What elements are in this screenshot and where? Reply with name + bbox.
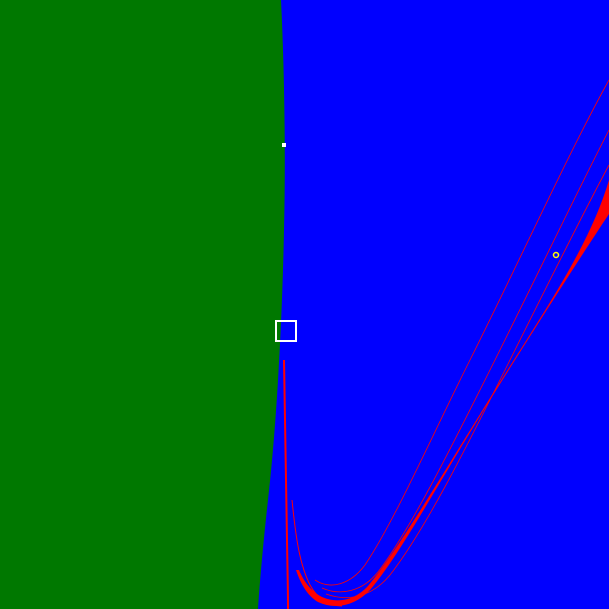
red-filament-4 — [291, 499, 343, 607]
red-filament-3 — [325, 164, 609, 598]
red-edge-thread — [283, 359, 289, 609]
red-filament-1 — [314, 79, 609, 586]
green-region — [0, 0, 285, 609]
white-dot — [282, 143, 286, 147]
red-filament-2 — [321, 129, 609, 593]
selection-box[interactable] — [275, 320, 297, 342]
yellow-ring — [552, 251, 560, 259]
